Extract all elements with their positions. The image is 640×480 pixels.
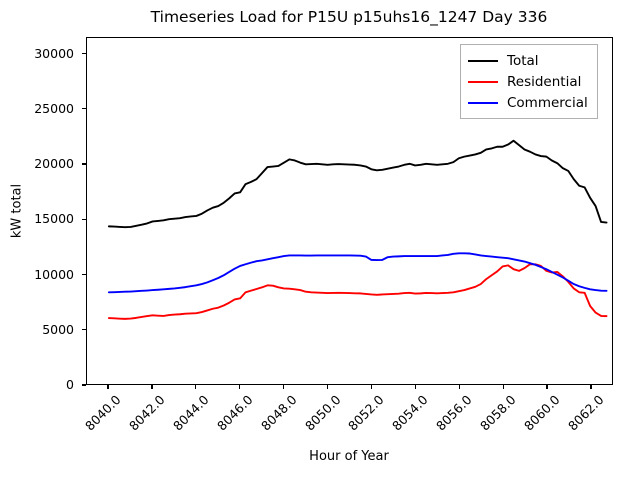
x-tick-label: 8054.0 (389, 392, 431, 434)
legend-item-label: Total (507, 52, 539, 69)
series-lines (87, 38, 612, 384)
legend: Total Residential Commercial (460, 44, 598, 119)
x-tick-label: 8060.0 (521, 392, 563, 434)
x-tick-mark (370, 385, 373, 389)
y-tick-mark (82, 108, 86, 110)
x-tick-label: 8056.0 (433, 392, 475, 434)
legend-item-commercial: Commercial (468, 92, 588, 113)
y-tick-mark (82, 329, 86, 331)
x-tick-mark (502, 385, 504, 389)
y-tick-mark (82, 273, 86, 276)
x-tick-label: 8058.0 (477, 392, 519, 434)
y-tick-label: 30000 (34, 45, 74, 61)
series-line-commercial (109, 253, 607, 292)
x-tick-label: 8052.0 (345, 392, 388, 434)
x-axis-label: Hour of Year (0, 449, 640, 464)
legend-item-label: Residential (507, 73, 582, 90)
y-tick-label: 10000 (34, 266, 74, 282)
legend-color-swatch (468, 59, 498, 62)
x-tick-mark (458, 385, 460, 389)
x-tick-mark (282, 385, 285, 389)
x-tick-mark (239, 385, 241, 389)
x-tick-label: 8040.0 (82, 392, 124, 434)
x-tick-mark (590, 385, 592, 389)
x-tick-mark (414, 385, 417, 389)
x-tick-mark (151, 385, 153, 389)
y-tick-label: 5000 (42, 321, 74, 337)
y-tick-mark (82, 52, 86, 55)
chart-title: Timeseries Load for P15U p15uhs16_1247 D… (0, 8, 640, 26)
y-tick-mark (82, 163, 86, 165)
x-tick-mark (546, 385, 548, 389)
y-tick-mark (82, 218, 86, 220)
x-tick-mark (326, 385, 329, 389)
legend-item-residential: Residential (468, 71, 588, 92)
series-line-total (109, 141, 607, 227)
y-tick-label: 15000 (34, 211, 74, 227)
y-tick-label: 20000 (34, 156, 74, 172)
legend-item-total: Total (468, 50, 588, 71)
chart-title-text: Timeseries Load for P15U p15uhs16_1247 D… (150, 8, 548, 26)
series-line-residential (109, 264, 607, 319)
x-tick-label: 8046.0 (213, 392, 256, 434)
y-tick-mark (82, 384, 86, 386)
x-tick-label: 8042.0 (125, 392, 168, 434)
y-tick-label: 0 (66, 377, 74, 392)
x-tick-label: 8048.0 (257, 392, 300, 434)
y-axis-label: kW total (8, 37, 26, 385)
y-tick-label: 25000 (34, 100, 74, 116)
x-axis-label-text: Hour of Year (309, 449, 389, 464)
x-tick-mark (195, 385, 197, 389)
legend-item-label: Commercial (507, 94, 588, 111)
legend-color-swatch (468, 101, 498, 104)
x-tick-label: 8050.0 (301, 392, 344, 434)
legend-color-swatch (468, 80, 498, 83)
x-tick-label: 8062.0 (565, 392, 607, 434)
x-tick-label: 8044.0 (169, 392, 212, 434)
y-axis-label-text: kW total (9, 183, 25, 239)
x-tick-mark (107, 385, 109, 389)
